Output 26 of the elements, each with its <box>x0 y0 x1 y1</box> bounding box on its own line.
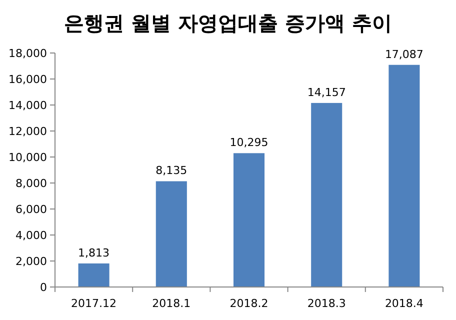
bar <box>311 102 342 287</box>
y-tick-label: 2,000 <box>16 254 47 268</box>
data-label: 10,295 <box>230 136 268 150</box>
x-tick-label: 2018.2 <box>230 297 268 310</box>
y-tick-label: 10,000 <box>8 150 47 164</box>
x-tick-label: 2017.12 <box>71 297 117 310</box>
bar <box>78 263 110 287</box>
y-tick-label: 18,000 <box>8 46 47 60</box>
bar <box>388 64 420 287</box>
y-tick-label: 0 <box>40 280 47 294</box>
data-label: 14,157 <box>307 86 346 99</box>
y-tick-label: 14,000 <box>8 98 47 112</box>
data-label: 17,087 <box>384 48 424 61</box>
bar <box>156 181 187 287</box>
y-tick-label: 16,000 <box>8 72 47 86</box>
y-tick-label: 4,000 <box>16 228 47 242</box>
bar <box>233 153 265 287</box>
x-tick-label: 2018.4 <box>384 297 424 310</box>
y-tick-label: 12,000 <box>8 124 47 138</box>
data-label: 8,135 <box>156 164 188 178</box>
x-tick-label: 2018.3 <box>307 297 346 310</box>
x-tick-label: 2018.1 <box>152 297 191 310</box>
y-tick-label: 6,000 <box>16 202 47 216</box>
chart-title: 은행권 월별 자영업대출 증가액 추이 <box>64 11 392 35</box>
y-tick-label: 8,000 <box>16 176 47 190</box>
data-label: 1,813 <box>78 246 110 260</box>
